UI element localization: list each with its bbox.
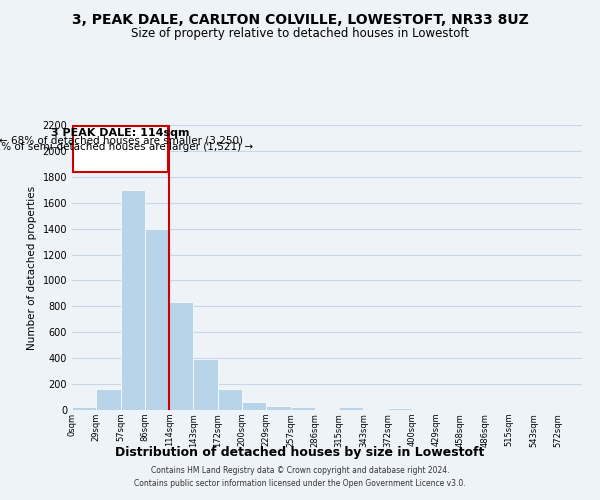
FancyBboxPatch shape (73, 126, 168, 172)
Bar (121, 190, 145, 410)
Bar (193, 360, 218, 410)
Bar (96, 390, 121, 410)
Bar (145, 228, 169, 410)
Bar (72, 408, 96, 410)
Text: 3 PEAK DALE: 114sqm: 3 PEAK DALE: 114sqm (52, 128, 190, 138)
Bar (290, 407, 315, 410)
Text: 32% of semi-detached houses are larger (1,521) →: 32% of semi-detached houses are larger (… (0, 142, 253, 152)
Bar (266, 406, 290, 410)
Bar (242, 402, 266, 410)
Bar (169, 302, 193, 410)
Text: Distribution of detached houses by size in Lowestoft: Distribution of detached houses by size … (115, 446, 485, 459)
Text: Contains HM Land Registry data © Crown copyright and database right 2024.
Contai: Contains HM Land Registry data © Crown c… (134, 466, 466, 487)
Text: Size of property relative to detached houses in Lowestoft: Size of property relative to detached ho… (131, 28, 469, 40)
Bar (218, 388, 242, 410)
Bar (388, 408, 412, 410)
Bar (339, 407, 364, 410)
Text: ← 68% of detached houses are smaller (3,250): ← 68% of detached houses are smaller (3,… (0, 136, 242, 145)
Text: 3, PEAK DALE, CARLTON COLVILLE, LOWESTOFT, NR33 8UZ: 3, PEAK DALE, CARLTON COLVILLE, LOWESTOF… (71, 12, 529, 26)
Y-axis label: Number of detached properties: Number of detached properties (27, 186, 37, 350)
